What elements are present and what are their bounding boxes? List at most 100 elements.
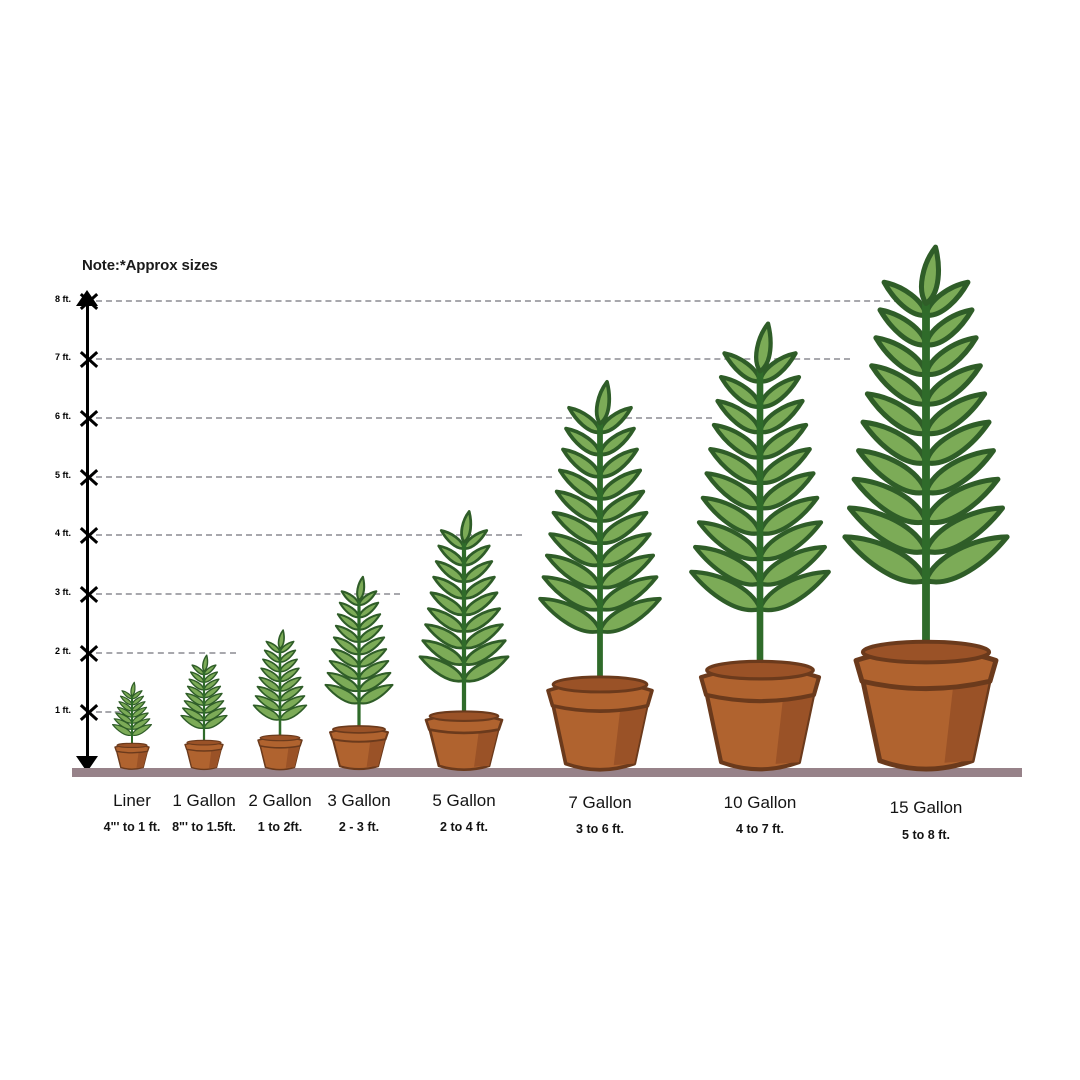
- leaf: [757, 569, 831, 613]
- leaf: [357, 590, 378, 607]
- leaf: [696, 520, 763, 562]
- leaf: [265, 640, 281, 653]
- leaf: [121, 689, 133, 700]
- plant-1-gallon[interactable]: [170, 646, 238, 1080]
- plant-7-gallon[interactable]: [524, 374, 676, 1080]
- leaf: [722, 351, 763, 384]
- leaf: [462, 559, 494, 583]
- axis-tick-mark: [78, 407, 100, 429]
- axis-tick-label: 4 ft.: [54, 528, 71, 538]
- leaf: [757, 520, 824, 562]
- leaf: [340, 590, 361, 607]
- leaf: [923, 505, 1006, 556]
- leaves-group: [180, 654, 228, 746]
- leaf: [203, 692, 223, 706]
- leaf: [203, 714, 228, 729]
- leaf: [462, 590, 499, 616]
- leaf: [757, 495, 820, 536]
- plant-10-gallon[interactable]: [674, 316, 846, 1080]
- category-size-range: 5 to 8 ft.: [902, 828, 950, 842]
- leaf: [260, 667, 281, 682]
- leaf: [338, 601, 361, 619]
- category-label: 7 Gallon: [568, 793, 632, 812]
- leaf: [332, 636, 361, 656]
- leaf: [923, 420, 992, 467]
- pot-shading: [285, 745, 300, 768]
- leaf: [462, 606, 502, 633]
- leaf: [357, 660, 390, 680]
- leaf: [923, 391, 988, 437]
- leaf: [432, 575, 466, 599]
- leaf: [923, 335, 979, 378]
- pot-group: [328, 725, 390, 771]
- pot-opening: [551, 675, 649, 694]
- leaves-group: [418, 509, 510, 720]
- leaves-group: [538, 379, 662, 688]
- gridline: [96, 417, 712, 419]
- leaf: [328, 660, 361, 680]
- leaf: [598, 574, 659, 612]
- leaf: [598, 596, 662, 634]
- leaf: [757, 471, 816, 511]
- leaf: [203, 678, 220, 691]
- leaf: [598, 405, 633, 434]
- leaf: [554, 489, 602, 523]
- leaf: [757, 351, 798, 384]
- leaf: [462, 544, 491, 566]
- leaf-terminal: [356, 575, 366, 602]
- leaf: [462, 654, 510, 683]
- leaf: [598, 426, 636, 456]
- leaf: [564, 426, 602, 456]
- plant-15-gallon[interactable]: [826, 240, 1026, 1080]
- leaf: [180, 714, 205, 729]
- leaf: [429, 590, 466, 616]
- leaf: [118, 700, 133, 712]
- leaf-terminal: [918, 245, 941, 307]
- leaf: [424, 622, 466, 649]
- leaf: [873, 335, 929, 378]
- leaf: [757, 375, 802, 409]
- pot-group: [184, 739, 224, 770]
- leaf: [131, 706, 148, 718]
- plant-5-gallon[interactable]: [406, 503, 522, 1080]
- leaf: [357, 683, 394, 705]
- leaf: [598, 531, 652, 567]
- leaf: [439, 528, 466, 550]
- axis-tick-mark: [78, 701, 100, 723]
- leaf: [923, 307, 975, 348]
- pot-opening: [428, 709, 500, 722]
- leaf: [112, 723, 133, 736]
- category-size-range: 1 to 2ft.: [257, 820, 303, 834]
- axis-tick-mark: [78, 466, 100, 488]
- axis-tick-mark: [78, 642, 100, 664]
- leaf: [357, 636, 386, 656]
- leaf: [263, 649, 281, 663]
- axis-tick-mark: [78, 583, 100, 605]
- category-label: 10 Gallon: [723, 793, 797, 812]
- pot-shading: [944, 681, 989, 764]
- plant-liner[interactable]: [102, 673, 162, 1080]
- leaf: [357, 624, 384, 643]
- leaf-terminal: [277, 628, 285, 649]
- leaf: [418, 654, 466, 683]
- axis-tick-label: 3 ft.: [54, 587, 71, 597]
- plant-3-gallon[interactable]: [313, 568, 405, 1080]
- leaf: [262, 657, 281, 672]
- plant-2-gallon[interactable]: [242, 621, 318, 1080]
- leaf: [191, 664, 205, 675]
- category-label: Liner: [113, 791, 151, 810]
- category-size-range: 4 to 7 ft.: [736, 822, 784, 836]
- leaf: [757, 422, 809, 460]
- leaf: [598, 489, 646, 523]
- leaf: [437, 544, 466, 566]
- leaf: [693, 545, 763, 587]
- leaf: [279, 657, 298, 672]
- leaf: [711, 422, 763, 460]
- leaf: [689, 569, 763, 613]
- pot-opening: [332, 725, 386, 734]
- leaf: [544, 553, 602, 589]
- leaf: [548, 531, 602, 567]
- leaf: [203, 685, 222, 698]
- leaf: [131, 695, 145, 706]
- pot-shading: [474, 729, 499, 767]
